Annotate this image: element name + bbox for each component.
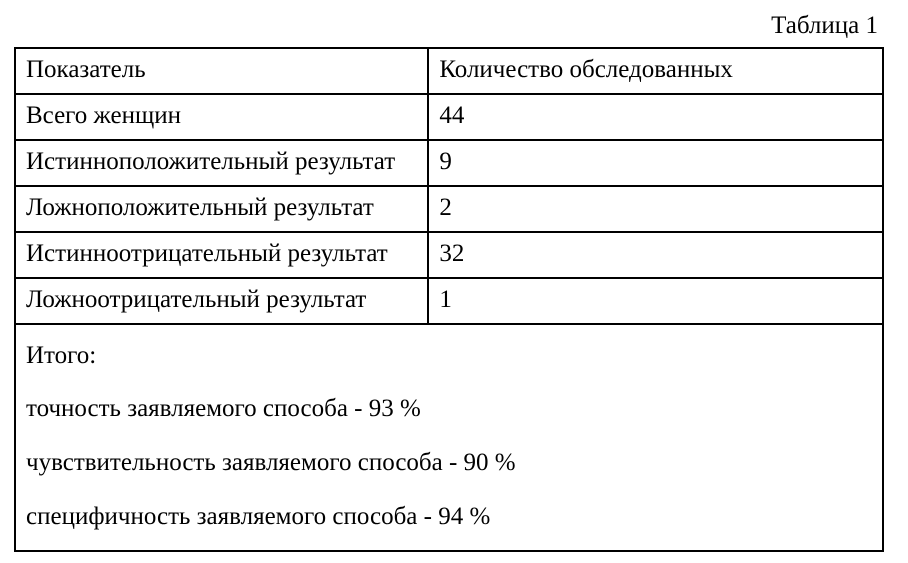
cell-value: 2 [428,186,883,232]
table-row: Всего женщин 44 [15,94,883,140]
summary-line: специфичность заявляемого способа - 94 % [26,490,872,544]
header-cell-indicator: Показатель [15,48,428,94]
cell-value: 44 [428,94,883,140]
header-cell-count: Количество обследованных [428,48,883,94]
table-row: Ложноотрицательный результат 1 [15,278,883,324]
cell-indicator: Ложноположительный результат [15,186,428,232]
summary-line: точность заявляемого способа - 93 % [26,382,872,436]
table-row: Истинноотрицательный результат 32 [15,232,883,278]
cell-value: 32 [428,232,883,278]
table-caption: Таблица 1 [14,10,884,43]
table-row: Ложноположительный результат 2 [15,186,883,232]
results-table: Показатель Количество обследованных Всег… [14,47,884,552]
cell-indicator: Ложноотрицательный результат [15,278,428,324]
cell-value: 1 [428,278,883,324]
summary-heading: Итого: [26,329,872,383]
cell-value: 9 [428,140,883,186]
table-row: Истинноположительный результат 9 [15,140,883,186]
table-header-row: Показатель Количество обследованных [15,48,883,94]
cell-indicator: Всего женщин [15,94,428,140]
summary-cell: Итого: точность заявляемого способа - 93… [15,324,883,551]
cell-indicator: Истинноположительный результат [15,140,428,186]
document-page: Таблица 1 Показатель Количество обследов… [0,0,908,562]
table-summary-row: Итого: точность заявляемого способа - 93… [15,324,883,551]
cell-indicator: Истинноотрицательный результат [15,232,428,278]
summary-line: чувствительность заявляемого способа - 9… [26,436,872,490]
